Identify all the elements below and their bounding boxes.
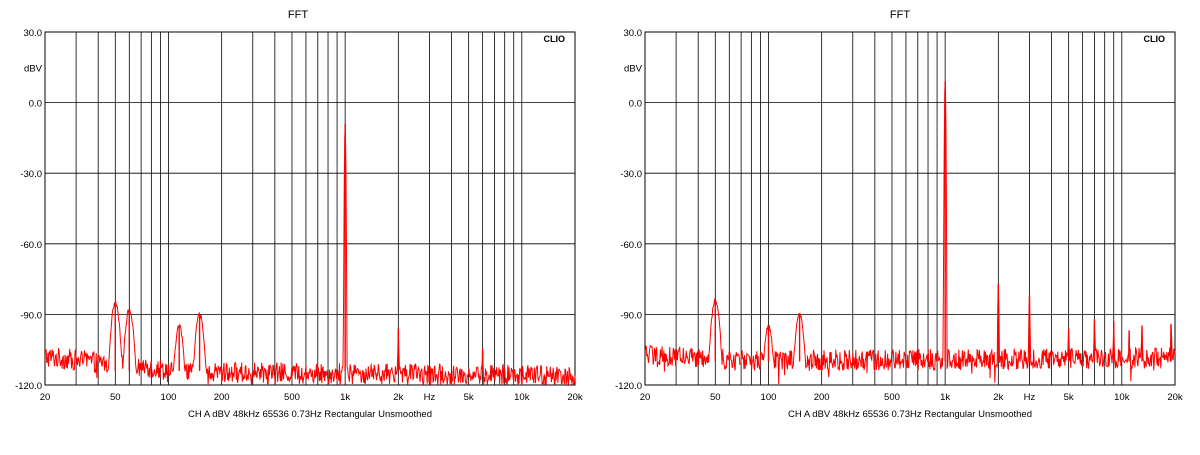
x-tick-label: Hz: [1024, 392, 1036, 403]
brand-label: CLIO: [544, 34, 566, 44]
fft-panel-2: FFT CLIO 30.0 0.0 -30.0 -60.0 -90.0 -120.0 dBV 20…: [615, 9, 1183, 420]
y-tick-label: -60.0: [620, 240, 642, 251]
x-tick-label: 2k: [393, 392, 403, 403]
y-tick-label: 30.0: [24, 28, 43, 39]
plot-area: [644, 31, 1176, 386]
x-tick-label: 2k: [993, 392, 1003, 403]
x-tick-label: 500: [284, 392, 300, 403]
x-tick-label: 1k: [340, 392, 350, 403]
x-tick-label: Hz: [424, 392, 436, 403]
x-tick-label: 10k: [1114, 392, 1130, 403]
plot-area: [44, 31, 576, 386]
y-tick-label: -120.0: [15, 381, 42, 392]
y-tick-label: 0.0: [29, 99, 42, 110]
x-tick-label: 20k: [567, 392, 583, 403]
footer-settings: CH A dBV 48kHz 65536 0.73Hz Rectangular …: [788, 409, 1032, 420]
footer-settings: CH A dBV 48kHz 65536 0.73Hz Rectangular …: [188, 409, 432, 420]
spectrum-trace: [644, 82, 1176, 384]
y-tick-label: -60.0: [20, 240, 42, 251]
x-tick-label: 5k: [1064, 392, 1074, 403]
x-tick-label: 50: [710, 392, 721, 403]
x-tick-label: 5k: [464, 392, 474, 403]
x-tick-label: 20k: [1167, 392, 1183, 403]
y-tick-label: -120.0: [615, 381, 642, 392]
x-tick-label: 10k: [514, 392, 530, 403]
x-tick-label: 20: [40, 392, 51, 403]
y-tick-label: -90.0: [20, 310, 42, 321]
x-tick-label: 100: [161, 392, 177, 403]
y-tick-label: -30.0: [20, 169, 42, 180]
chart-title: FFT: [890, 9, 910, 21]
x-tick-label: 200: [814, 392, 830, 403]
y-tick-label: -90.0: [620, 310, 642, 321]
x-tick-label: 100: [761, 392, 777, 403]
chart-title: FFT: [288, 9, 308, 21]
x-tick-label: 500: [884, 392, 900, 403]
y-axis-label: dBV: [624, 63, 643, 74]
y-tick-label: 0.0: [629, 99, 642, 110]
x-tick-label: 50: [110, 392, 121, 403]
x-tick-label: 200: [214, 392, 230, 403]
y-axis-label: dBV: [24, 63, 43, 74]
spectrum-trace: [44, 125, 576, 386]
x-tick-label: 1k: [940, 392, 950, 403]
y-tick-label: 30.0: [624, 28, 643, 39]
brand-label: CLIO: [1144, 34, 1166, 44]
y-tick-label: -30.0: [620, 169, 642, 180]
x-tick-label: 20: [640, 392, 651, 403]
fft-panel-1: FFT CLIO 30.0 0.0 -30.0 -60.0 -90.0 -120.0 dBV 20…: [15, 9, 583, 420]
